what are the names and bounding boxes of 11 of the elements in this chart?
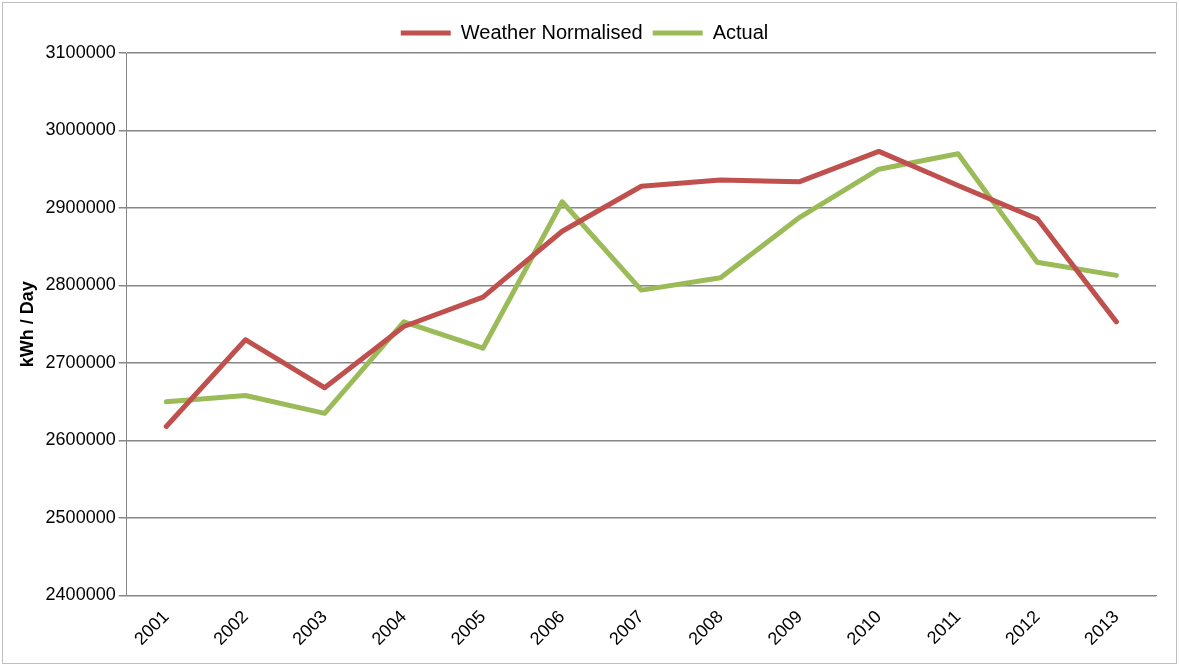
y-axis-title: kWh / Day <box>16 281 37 368</box>
y-tick-label: 3100000 <box>45 41 116 62</box>
legend-label: Weather Normalised <box>460 20 643 43</box>
y-tick-label: 2800000 <box>45 274 116 295</box>
y-tick-label: 2500000 <box>45 506 116 527</box>
y-tick-label: 2400000 <box>45 584 116 605</box>
legend-label: Actual <box>712 20 769 43</box>
y-tick-label: 2700000 <box>45 351 116 372</box>
y-tick-label: 3000000 <box>45 119 116 140</box>
y-tick-label: 2600000 <box>45 429 116 450</box>
y-tick-label: 2900000 <box>45 196 116 217</box>
